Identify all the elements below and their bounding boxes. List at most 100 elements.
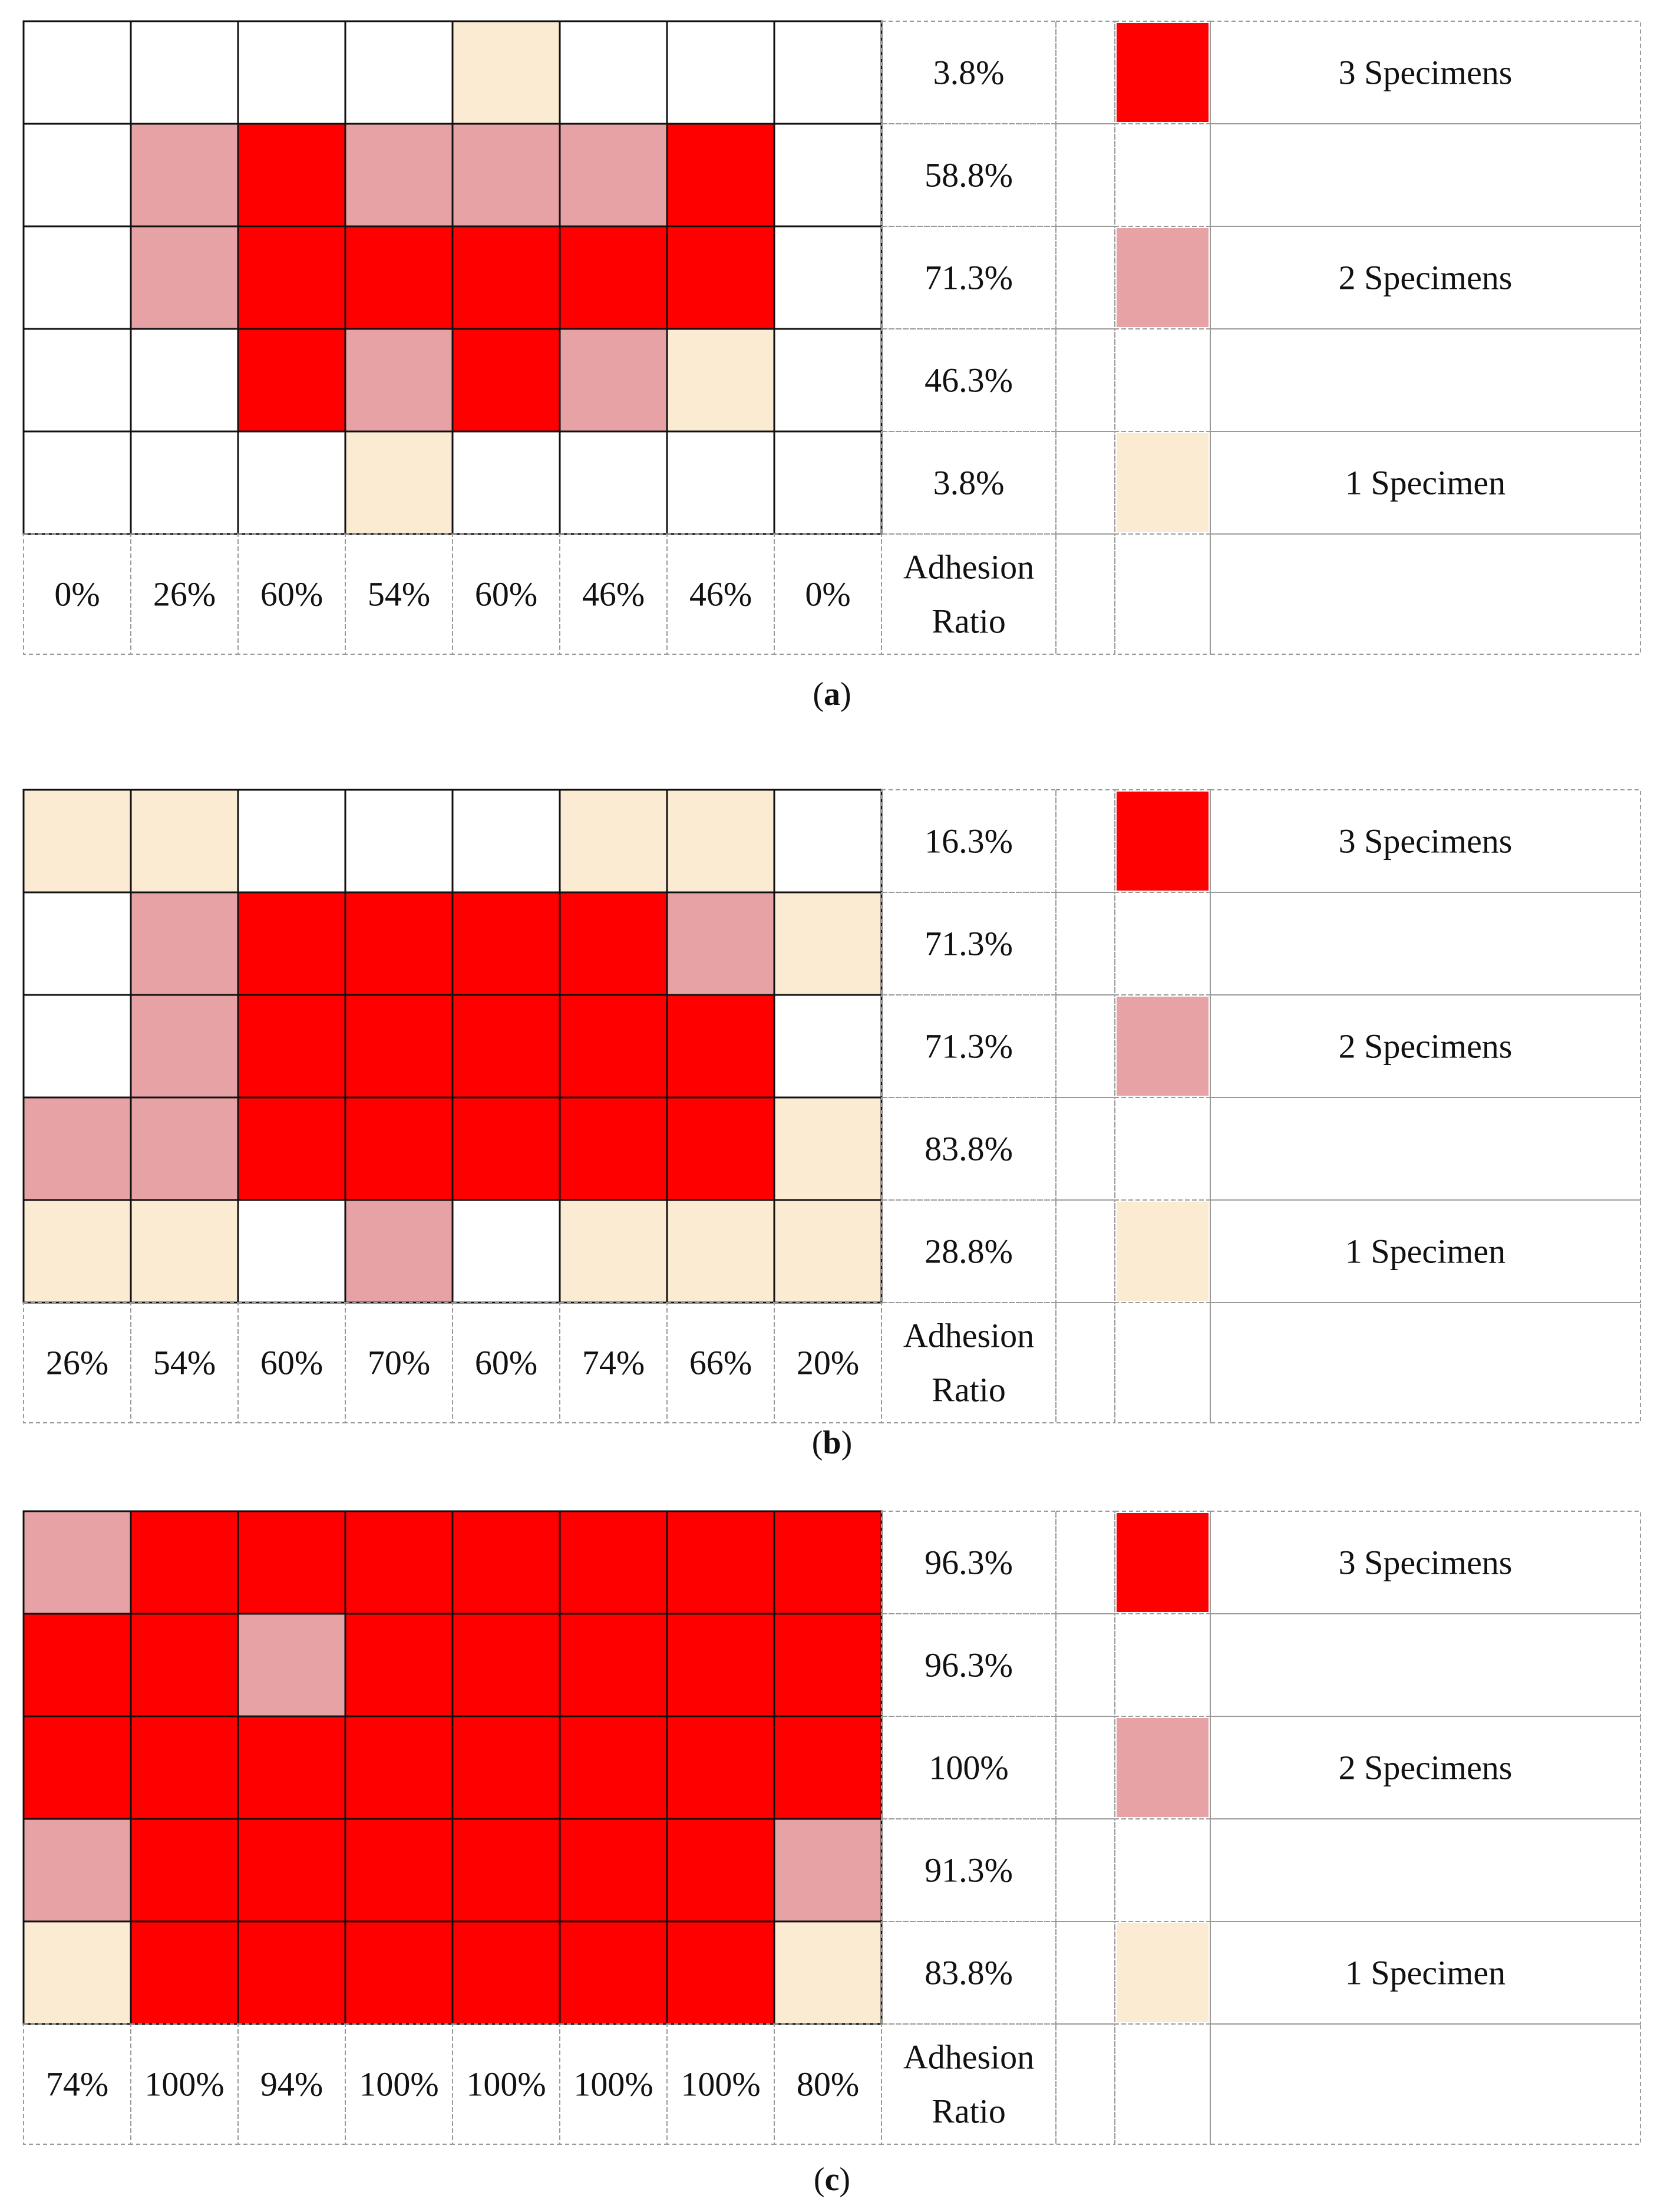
cell-r3-c3-level-3 [344,1096,454,1201]
cell-r0-c0-level-2 [22,1510,132,1615]
column-ratio-frame [130,533,239,655]
legend-label-level-3: 3 Specimens [1339,822,1513,861]
cell-r4-c6-level-3 [666,1920,775,2025]
row-ratio-label: 71.3% [925,925,1013,963]
legend-text-frame [1210,533,1641,655]
row-ratio-label: 58.8% [925,156,1013,195]
cell-r4-c7-level-0 [773,430,883,535]
legend-text-frame [1210,1097,1641,1201]
cell-r3-c3-level-2 [344,328,454,433]
cell-r3-c0-level-2 [22,1818,132,1923]
column-ratio-label: 0% [805,575,850,614]
column-ratio-label: 60% [475,575,537,614]
cell-r4-c7-level-1 [773,1920,883,2025]
legend-label-level-1: 1 Specimen [1345,464,1505,502]
cell-r4-c2-level-0 [237,430,346,535]
legend-label-level-1: 1 Specimen [1345,1232,1505,1271]
cell-r3-c7-level-2 [773,1818,883,1923]
adhesion-ratio-label-line1: Adhesion [903,548,1034,586]
cell-r2-c1-level-3 [130,1715,239,1820]
cell-r0-c2-level-0 [237,789,346,894]
cell-r0-c7-level-3 [773,1510,883,1615]
spacer-cell-frame [1055,1511,1115,1614]
column-ratio-frame [559,1302,668,1423]
cell-r1-c4-level-2 [451,123,561,228]
cell-r4-c2-level-0 [237,1199,346,1304]
cell-r0-c4-level-3 [451,1510,561,1615]
cell-r2-c6-level-3 [666,1715,775,1820]
cell-r1-c4-level-3 [451,1613,561,1717]
adhesion-ratio-label-line1: Adhesion [903,1317,1034,1355]
row-ratio-label: 28.8% [925,1232,1013,1271]
legend-text-frame [1210,1302,1641,1423]
column-ratio-label: 100% [681,2065,760,2104]
cell-r4-c7-level-1 [773,1199,883,1304]
column-ratio-label: 26% [46,1344,108,1382]
legend-label-level-2: 2 Specimens [1339,259,1513,297]
legend-swatch-frame [1114,892,1211,995]
cell-r2-c7-level-0 [773,994,883,1099]
cell-r2-c2-level-3 [237,994,346,1099]
cell-r4-c5-level-3 [559,1920,668,2025]
adhesion-ratio-label-line2: Ratio [932,2092,1006,2131]
legend-swatch-level-2 [1117,997,1209,1096]
legend-swatch-frame [1114,1302,1211,1423]
cell-r4-c1-level-1 [130,1199,239,1304]
panel-a: 3.8% 58.8% 71.3% 46.3% 3.8% 0% 26% 60% 54% 60% 46%… [22,20,1641,717]
column-ratio-frame [237,2023,346,2145]
cell-r0-c3-level-3 [344,1510,454,1615]
cell-r2-c4-level-3 [451,225,561,330]
column-ratio-label: 100% [144,2065,224,2104]
column-ratio-label: 60% [260,575,323,614]
panel-c: 96.3% 96.3% 100% 91.3% 83.8% 74% 100% 94% 100% 10… [22,1510,1641,2207]
cell-r0-c2-level-0 [237,20,346,125]
column-ratio-frame [23,1302,131,1423]
panel-b: 16.3% 71.3% 71.3% 83.8% 28.8% 26% 54% 60% 70% 60%… [22,789,1641,1485]
cell-r1-c3-level-3 [344,891,454,996]
column-ratio-label: 54% [153,1344,216,1382]
column-ratio-frame [237,1302,346,1423]
column-ratio-frame [666,1302,775,1423]
legend-text-frame [1210,21,1641,124]
column-ratio-frame [774,2023,882,2145]
cell-r1-c7-level-0 [773,123,883,228]
cell-r1-c2-level-3 [237,123,346,228]
cell-r0-c5-level-0 [559,20,668,125]
column-ratio-label: 46% [689,575,752,614]
column-ratio-frame [23,2023,131,2145]
cell-r2-c2-level-3 [237,225,346,330]
column-ratio-label: 70% [368,1344,430,1382]
cell-r1-c2-level-3 [237,891,346,996]
cell-r4-c5-level-1 [559,1199,668,1304]
column-ratio-label: 66% [689,1344,752,1382]
legend-swatch-level-2 [1117,228,1209,327]
cell-r3-c2-level-3 [237,328,346,433]
column-ratio-label: 74% [46,2065,108,2104]
legend-swatch-frame [1114,123,1211,227]
column-ratio-frame [774,1302,882,1423]
heatmap-b: 16.3% 71.3% 71.3% 83.8% 28.8% 26% 54% 60% 70% 60%… [22,789,1641,1423]
cell-r4-c0-level-1 [22,1199,132,1304]
cell-r1-c4-level-3 [451,891,561,996]
cell-r2-c5-level-3 [559,1715,668,1820]
cell-r2-c2-level-3 [237,1715,346,1820]
column-ratio-frame [452,533,560,655]
cell-r0-c4-level-0 [451,789,561,894]
row-ratio-label: 16.3% [925,822,1013,861]
cell-r1-c6-level-3 [666,123,775,228]
cell-r1-c5-level-3 [559,891,668,996]
cell-r1-c1-level-3 [130,1613,239,1717]
caption-c: (c) [813,2161,851,2198]
legend-text-frame [1210,431,1641,535]
legend-text-frame [1210,1716,1641,1819]
cell-r3-c7-level-0 [773,328,883,433]
column-ratio-frame [666,2023,775,2145]
column-ratio-label: 94% [260,2065,323,2104]
column-ratio-frame [452,2023,560,2145]
legend-swatch-frame [1114,1097,1211,1201]
spacer-cell-frame [1055,533,1115,655]
column-ratio-label: 0% [54,575,100,614]
legend-text-frame [1210,226,1641,329]
cell-r0-c1-level-1 [130,789,239,894]
legend-text-frame [1210,892,1641,995]
